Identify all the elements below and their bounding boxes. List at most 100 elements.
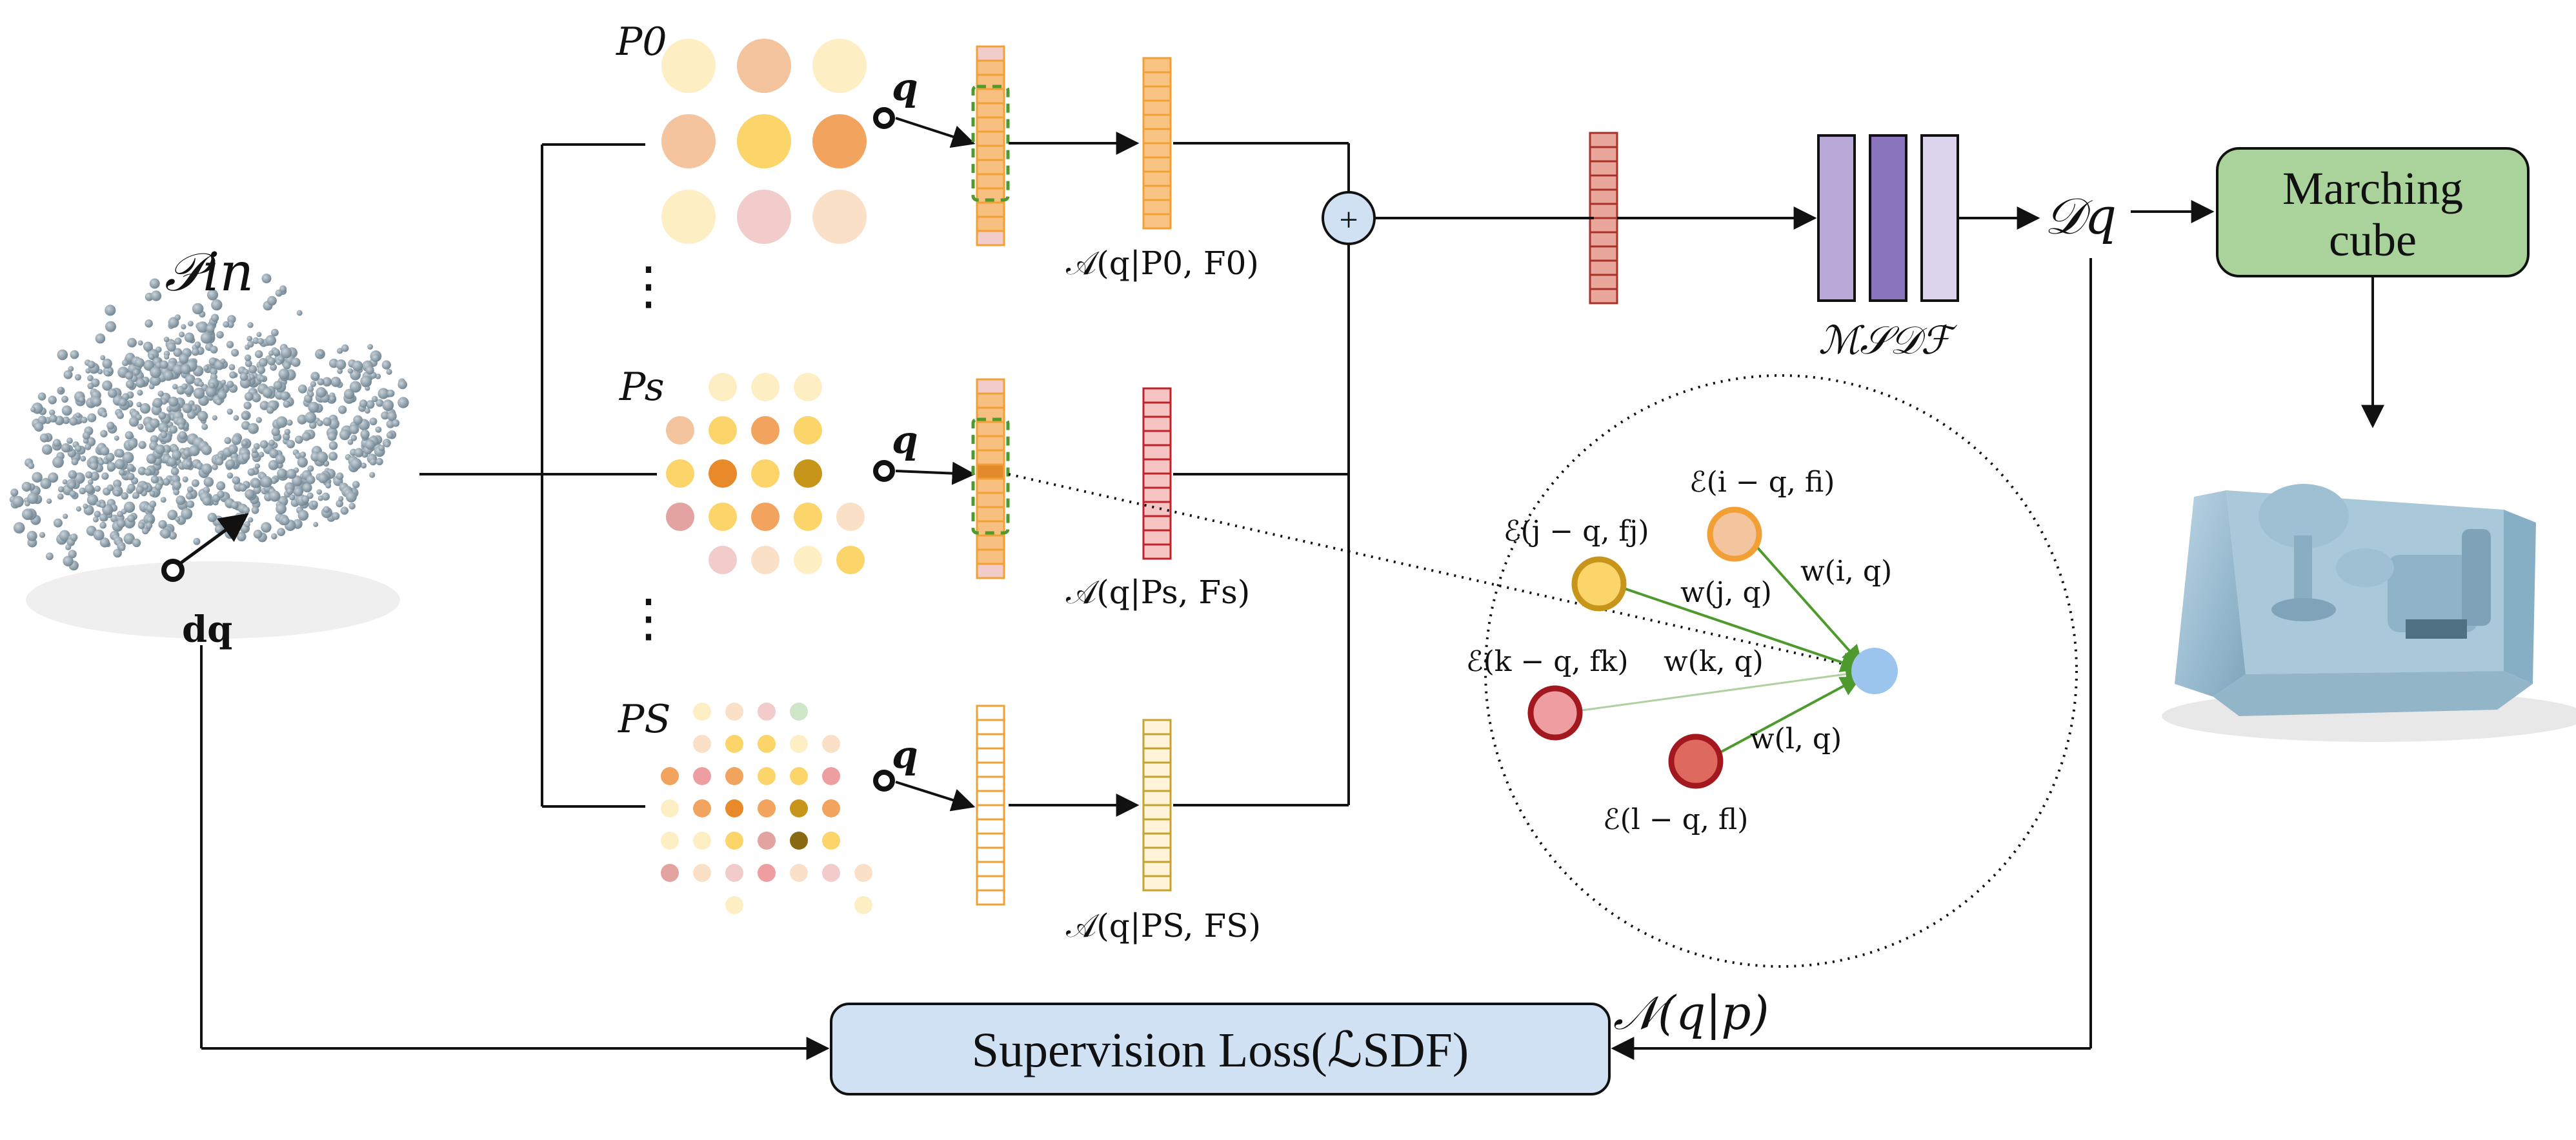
cloud-point	[310, 381, 317, 387]
grid-point	[758, 864, 776, 882]
cloud-point	[201, 445, 212, 455]
grid-point	[709, 546, 737, 574]
cloud-point	[243, 401, 252, 410]
cloud-point	[166, 342, 176, 352]
grid-point	[812, 190, 867, 244]
cloud-point	[360, 375, 372, 387]
cloud-point	[247, 335, 253, 342]
cloud-point	[30, 406, 36, 412]
cloud-point	[360, 429, 370, 439]
cloud-point	[226, 341, 234, 348]
grid-point	[737, 190, 791, 244]
cloud-point	[162, 478, 170, 486]
grid-point	[758, 703, 776, 721]
input-cloud-label: 𝒫in	[165, 242, 254, 303]
cloud-point	[323, 417, 332, 426]
cloud-points	[9, 274, 409, 571]
cloud-point	[136, 485, 144, 494]
vector-cell	[1142, 790, 1172, 806]
cloud-point	[74, 374, 81, 381]
cloud-point	[298, 385, 307, 394]
vector-cell	[1142, 156, 1172, 173]
cloud-point	[128, 417, 139, 427]
query-label-S: q	[892, 733, 918, 777]
vector-cell	[1142, 804, 1172, 821]
cloud-point	[90, 461, 99, 470]
cloud-point	[174, 314, 181, 321]
cloud-point	[244, 392, 254, 401]
vdots-upper: ⋮	[623, 255, 674, 315]
cloud-point	[323, 506, 330, 514]
feature-vector	[976, 705, 1005, 906]
cloud-point	[212, 415, 217, 421]
cloud-point	[198, 381, 204, 387]
cloud-point	[85, 471, 93, 479]
cloud-point	[150, 366, 161, 379]
cloud-point	[209, 382, 215, 388]
vector-cell	[1142, 57, 1172, 74]
vector-cell	[1142, 515, 1172, 532]
cloud-point	[128, 439, 138, 449]
vector-cell	[976, 201, 1005, 218]
vector-cell	[1589, 217, 1618, 234]
cloud-point	[99, 513, 108, 522]
cloud-point	[297, 510, 309, 521]
vector-cell	[1142, 387, 1172, 404]
cloud-point	[267, 295, 277, 306]
cloud-point	[223, 321, 230, 328]
cloud-point	[365, 408, 370, 414]
cloud-point	[132, 369, 140, 376]
cloud-point	[188, 445, 200, 456]
cloud-point	[125, 431, 134, 440]
vector-cell	[1142, 733, 1172, 750]
cloud-point	[155, 483, 162, 491]
cloud-point	[279, 285, 287, 293]
grid-point	[794, 373, 822, 401]
cloud-point	[353, 415, 363, 425]
feature-vector	[1589, 132, 1618, 305]
cloud-point	[163, 426, 168, 432]
vector-cell	[1142, 832, 1172, 849]
grid-point	[693, 767, 711, 785]
marching-cube-line-1: Marching	[2282, 163, 2463, 214]
cloud-point	[121, 359, 129, 366]
cloud-point	[248, 423, 259, 434]
vector-cell	[1142, 128, 1172, 145]
cloud-point	[296, 310, 303, 316]
cloud-point	[173, 488, 180, 495]
cloud-point	[286, 439, 296, 448]
grid-point	[709, 503, 737, 531]
cloud-point	[87, 375, 94, 382]
cloud-point	[360, 463, 367, 469]
cloud-point	[276, 503, 287, 515]
cloud-point	[277, 468, 287, 479]
cloud-point	[150, 375, 161, 386]
cloud-point	[330, 376, 341, 387]
cloud-point	[105, 305, 116, 316]
cloud-point	[316, 489, 323, 495]
cloud-point	[248, 365, 257, 374]
grid-point	[725, 896, 743, 914]
vector-cell	[976, 719, 1005, 735]
cloud-point	[191, 348, 199, 356]
cloud-point	[178, 431, 187, 439]
vector-cell	[1142, 529, 1172, 546]
neighbor-node-k	[1527, 685, 1583, 741]
cloud-point	[226, 408, 233, 415]
cloud-point	[28, 462, 35, 470]
grid-point	[737, 114, 791, 168]
cloud-point	[286, 468, 297, 479]
cloud-point	[158, 412, 166, 420]
mlp-block	[1817, 134, 1959, 302]
cloud-point	[338, 405, 347, 414]
vector-cell	[976, 804, 1005, 821]
vector-cell	[1142, 543, 1172, 560]
cloud-point	[321, 492, 330, 501]
cloud-point	[256, 332, 262, 337]
merge-connectors	[1173, 142, 1350, 806]
cloud-point	[245, 359, 252, 367]
cloud-point	[26, 530, 37, 541]
grid-point	[790, 799, 808, 817]
query-arrows	[895, 117, 976, 812]
